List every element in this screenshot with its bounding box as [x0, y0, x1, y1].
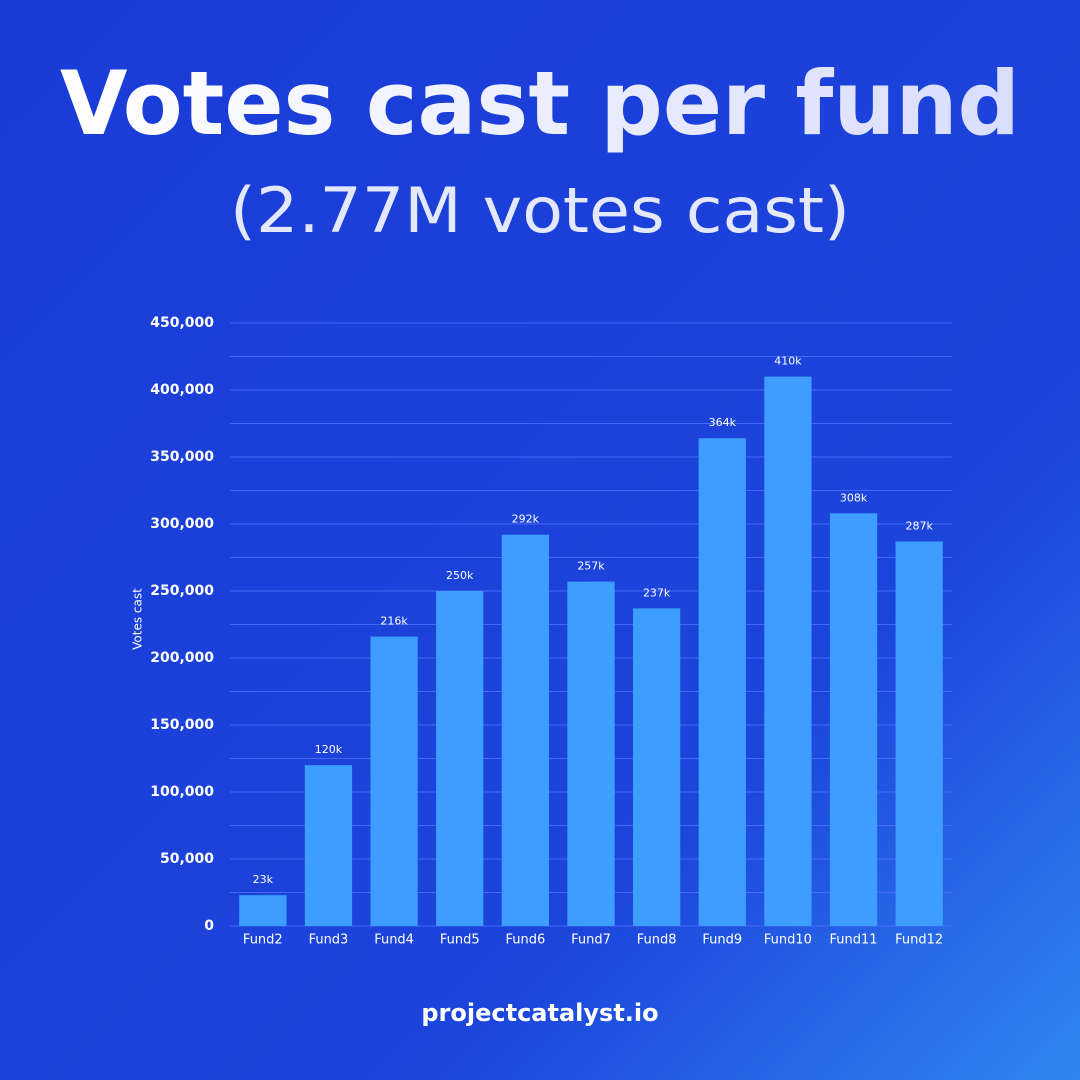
x-tick-label: Fund2	[243, 933, 283, 948]
x-tick-label: Fund5	[440, 933, 480, 948]
y-tick-label: 350,000	[150, 449, 214, 465]
x-tick-label: Fund8	[637, 933, 677, 948]
value-label: 250k	[446, 569, 474, 582]
footer: projectcatalyst.io	[421, 999, 658, 1027]
y-tick-label: 250,000	[150, 583, 214, 599]
value-label: 237k	[643, 586, 671, 599]
x-tick-label: Fund12	[895, 933, 943, 948]
y-tick-label: 0	[204, 918, 214, 934]
value-label: 292k	[512, 513, 540, 526]
x-tick-label: Fund10	[764, 933, 812, 948]
y-tick-label: 450,000	[150, 315, 214, 331]
x-tick-label: Fund6	[505, 933, 545, 948]
bar	[501, 534, 549, 926]
value-label: 308k	[840, 491, 868, 504]
chart-subtitle: (2.77M votes cast)	[230, 174, 850, 247]
y-tick-label: 400,000	[150, 382, 214, 398]
value-label: 364k	[709, 416, 737, 429]
value-label: 120k	[315, 743, 343, 756]
bar	[829, 513, 878, 926]
bar	[239, 895, 287, 926]
bar	[370, 636, 418, 926]
value-label: 287k	[905, 519, 933, 532]
value-label: 216k	[380, 615, 408, 628]
y-tick-label: 150,000	[150, 717, 214, 733]
y-tick-label: 100,000	[150, 784, 214, 800]
bar	[698, 438, 746, 926]
bar	[895, 541, 943, 926]
x-tick-label: Fund4	[374, 933, 414, 948]
y-tick-label: 50,000	[160, 851, 214, 867]
x-tick-label: Fund3	[309, 933, 349, 948]
y-axis-label: Votes cast	[131, 588, 145, 650]
value-label: 410k	[774, 355, 802, 368]
bar	[436, 591, 484, 926]
bar	[633, 608, 681, 926]
bar	[567, 581, 615, 926]
value-label: 23k	[253, 873, 274, 886]
chart-title: Votes cast per fund	[60, 52, 1020, 155]
value-label: 257k	[577, 560, 605, 573]
bar	[764, 376, 812, 927]
y-tick-label: 300,000	[150, 516, 214, 532]
x-tick-label: Fund7	[571, 933, 611, 948]
x-tick-label: Fund11	[830, 933, 878, 948]
y-tick-label: 200,000	[150, 650, 214, 666]
x-tick-label: Fund9	[702, 933, 742, 948]
bar	[304, 765, 353, 926]
